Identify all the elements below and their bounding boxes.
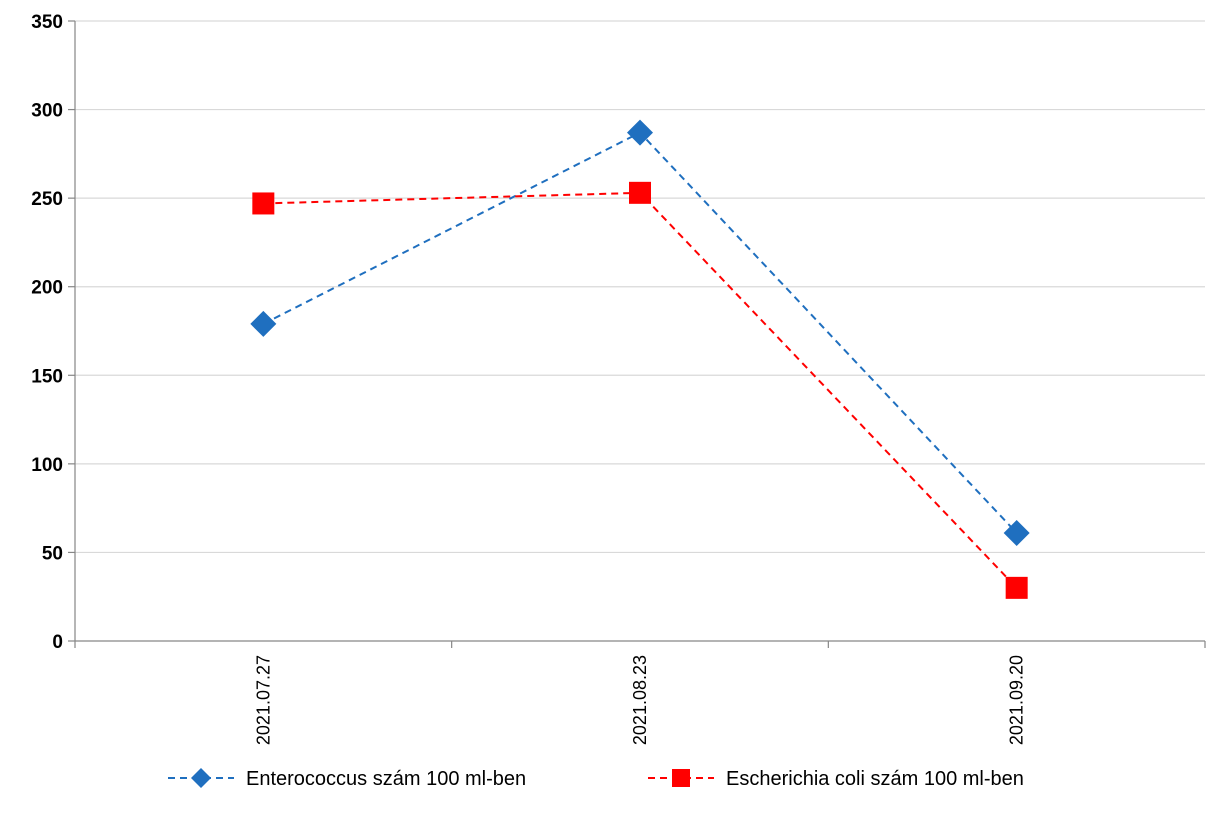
series-2 (252, 181, 1028, 599)
y-tick-label: 300 (31, 101, 63, 122)
data-point-square (1005, 576, 1028, 599)
y-tick-label: 200 (31, 278, 63, 299)
y-tick-labels: 0 50 100 150 200 250 300 350 (31, 12, 63, 653)
data-point-square (252, 192, 275, 215)
y-tick-label: 350 (31, 12, 63, 33)
gridlines (75, 20, 1205, 554)
x-tick-label: 2021.08.23 (630, 655, 650, 745)
legend-item-1: Enterococcus szám 100 ml-ben (168, 768, 526, 790)
data-point-square (672, 769, 690, 787)
x-tick-labels: 2021.07.27 2021.08.23 2021.09.20 (253, 655, 1026, 745)
legend: Enterococcus szám 100 ml-ben Escherichia … (168, 768, 1024, 790)
x-tick-label: 2021.09.20 (1007, 655, 1027, 745)
legend-label: Escherichia coli szám 100 ml-ben (726, 768, 1024, 790)
y-tick-label: 250 (31, 189, 63, 210)
y-tick-label: 150 (31, 366, 63, 387)
y-tick-label: 100 (31, 455, 63, 476)
x-tick-label: 2021.07.27 (253, 655, 273, 745)
series-line (263, 191, 1018, 589)
series-group (250, 119, 1030, 599)
y-tick-label: 0 (52, 632, 63, 653)
data-point-diamond (191, 768, 211, 788)
legend-label: Enterococcus szám 100 ml-ben (246, 768, 526, 790)
data-point-diamond (627, 119, 653, 146)
data-point-square (629, 181, 651, 204)
series-1 (250, 119, 1030, 546)
y-tick-label: 50 (42, 543, 63, 564)
data-point-diamond (250, 310, 277, 337)
axes (68, 20, 1206, 648)
data-point-diamond (1003, 519, 1030, 546)
legend-item-2: Escherichia coli szám 100 ml-ben (648, 768, 1024, 790)
